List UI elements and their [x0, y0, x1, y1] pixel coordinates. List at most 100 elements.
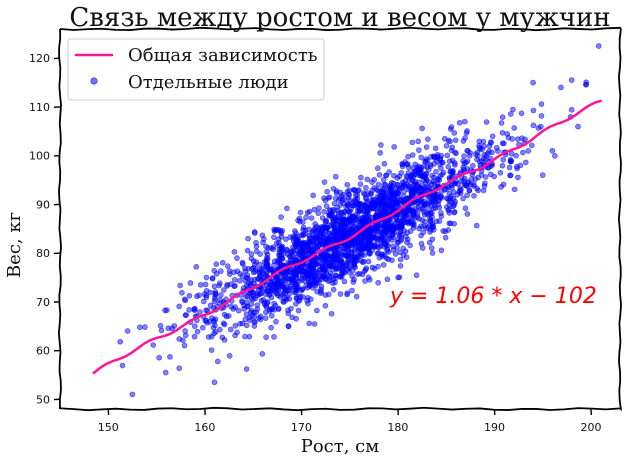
scatter-point: [307, 236, 312, 241]
scatter-point: [419, 224, 424, 229]
scatter-point: [351, 280, 356, 285]
scatter-point: [453, 138, 458, 143]
scatter-point: [514, 153, 519, 158]
scatter-point: [316, 211, 321, 216]
regression-equation: y = 1.06 * x − 102: [389, 284, 597, 309]
scatter-point: [233, 323, 238, 328]
scatter-point: [312, 207, 317, 212]
y-tick-label: 50: [36, 393, 50, 406]
scatter-point: [392, 144, 397, 149]
scatter-point: [382, 161, 387, 166]
scatter-point: [462, 176, 467, 181]
scatter-point: [363, 195, 368, 200]
scatter-point: [217, 281, 222, 286]
scatter-point: [347, 188, 352, 193]
scatter-point: [352, 261, 357, 266]
scatter-point: [538, 124, 543, 129]
scatter-point: [523, 137, 528, 142]
scatter-point: [442, 136, 447, 141]
scatter-point: [309, 216, 314, 221]
scatter-point: [416, 139, 421, 144]
scatter-point: [214, 271, 219, 276]
scatter-point: [302, 269, 307, 274]
scatter-point: [475, 186, 480, 191]
scatter-point: [394, 217, 399, 222]
scatter-point: [338, 292, 343, 297]
scatter-point: [229, 304, 234, 309]
scatter-point: [214, 262, 219, 267]
scatter-point: [342, 279, 347, 284]
scatter-point: [366, 259, 371, 264]
scatter-point: [569, 107, 574, 112]
scatter-point: [531, 123, 536, 128]
scatter-point: [258, 291, 263, 296]
scatter-point: [157, 355, 162, 360]
y-axis-title: Вес, кг: [4, 212, 25, 278]
scatter-point: [294, 316, 299, 321]
scatter-point: [406, 154, 411, 159]
scatter-point: [271, 334, 276, 339]
scatter-point: [303, 274, 308, 279]
scatter-point: [252, 229, 257, 234]
scatter-point: [381, 240, 386, 245]
scatter-point: [336, 229, 341, 234]
scatter-point: [405, 237, 410, 242]
x-axis-title: Рост, см: [301, 436, 380, 457]
scatter-point: [465, 212, 470, 217]
scatter-point: [225, 282, 230, 287]
scatter-point: [482, 181, 487, 186]
scatter-point: [187, 307, 192, 312]
scatter-point: [314, 234, 319, 239]
scatter-point: [429, 211, 434, 216]
scatter-point: [342, 197, 347, 202]
scatter-point: [449, 148, 454, 153]
scatter-point: [184, 313, 189, 318]
scatter-point: [130, 392, 135, 397]
scatter-point: [237, 321, 242, 326]
x-tick-label: 200: [581, 421, 602, 434]
scatter-point: [272, 301, 277, 306]
scatter-point: [263, 316, 268, 321]
scatter-point: [371, 206, 376, 211]
scatter-point: [226, 313, 231, 318]
scatter-point: [408, 243, 413, 248]
scatter-point: [304, 215, 309, 220]
scatter-point: [388, 200, 393, 205]
scatter-point: [212, 380, 217, 385]
scatter-point: [450, 158, 455, 163]
scatter-point: [337, 248, 342, 253]
scatter-point: [319, 284, 324, 289]
scatter-point: [432, 155, 437, 160]
scatter-point: [512, 125, 517, 130]
scatter-point: [420, 126, 425, 131]
scatter-point: [403, 197, 408, 202]
scatter-point: [444, 205, 449, 210]
scatter-point: [361, 243, 366, 248]
scatter-point: [268, 245, 273, 250]
scatter-point: [232, 277, 237, 282]
scatter-point: [283, 295, 288, 300]
scatter-point: [323, 303, 328, 308]
y-tick-label: 120: [29, 52, 50, 65]
scatter-point: [498, 170, 503, 175]
scatter-point: [446, 196, 451, 201]
scatter-point: [260, 351, 265, 356]
scatter-point: [125, 329, 130, 334]
scatter-point: [550, 148, 555, 153]
x-tick-label: 150: [98, 421, 119, 434]
scatter-point: [420, 218, 425, 223]
scatter-point: [438, 211, 443, 216]
scatter-point: [508, 112, 513, 117]
scatter-point: [329, 311, 334, 316]
scatter-point: [261, 240, 266, 245]
scatter-point: [332, 208, 337, 213]
scatter-point: [204, 295, 209, 300]
scatter-point: [271, 235, 276, 240]
scatter-point: [323, 220, 328, 225]
scatter-point: [387, 170, 392, 175]
scatter-point: [227, 272, 232, 277]
scatter-point: [333, 174, 338, 179]
scatter-point: [286, 308, 291, 313]
legend-line-label: Общая зависимость: [128, 45, 318, 66]
scatter-point: [212, 284, 217, 289]
